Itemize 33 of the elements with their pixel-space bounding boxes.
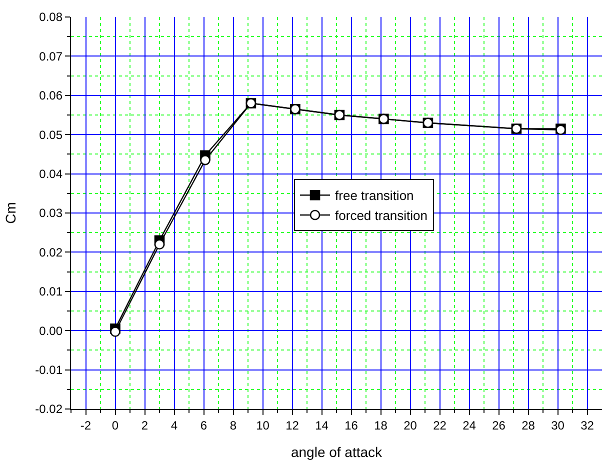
y-tick-label: 0.05 (39, 128, 63, 142)
y-tick-label: 0.00 (39, 324, 63, 338)
x-tick-label: 4 (170, 418, 178, 432)
x-tick-label: 6 (200, 418, 208, 432)
x-tick-label: 20 (404, 418, 418, 432)
legend-label: forced transition (335, 208, 428, 224)
legend-label: free transition (335, 188, 414, 204)
x-axis-title: angle of attack (290, 444, 384, 460)
x-tick-label: 10 (256, 418, 270, 432)
x-tick-label: 22 (433, 418, 447, 432)
x-tick-label: 0 (112, 418, 119, 432)
y-tick-label: 0.08 (39, 10, 63, 24)
x-tick-label: 16 (344, 418, 358, 432)
y-tick-label: -0.01 (35, 363, 63, 377)
x-tick-label: 28 (522, 418, 536, 432)
x-tick-label: 18 (374, 418, 388, 432)
y-tick-label: 0.07 (39, 49, 63, 64)
y-tick-label: 0.04 (39, 167, 63, 181)
y-axis-title: Cm (2, 202, 19, 224)
y-tick-label: 0.03 (39, 206, 63, 220)
x-tick-label: 12 (286, 418, 300, 432)
y-tick-label: -0.02 (35, 402, 63, 416)
y-tick-label: 0.02 (39, 245, 63, 260)
x-tick-label: 24 (462, 418, 476, 432)
y-tick-label: 0.06 (39, 88, 63, 103)
x-tick-label: 2 (141, 418, 148, 432)
x-tick-label: 32 (580, 418, 594, 432)
x-tick-label: 30 (551, 418, 565, 432)
y-tick-label: 0.01 (39, 284, 63, 299)
x-tick-label: -2 (80, 418, 92, 432)
x-tick-label: 8 (230, 418, 237, 432)
x-tick-label: 26 (492, 418, 506, 432)
x-tick-label: 14 (315, 418, 329, 432)
